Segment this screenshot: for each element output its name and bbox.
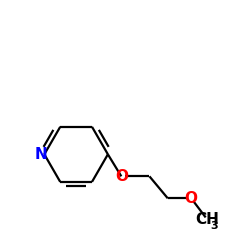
Text: O: O [184, 191, 198, 206]
Text: N: N [34, 147, 47, 162]
Text: 3: 3 [210, 221, 218, 231]
Text: O: O [115, 169, 128, 184]
Text: CH: CH [195, 212, 219, 227]
